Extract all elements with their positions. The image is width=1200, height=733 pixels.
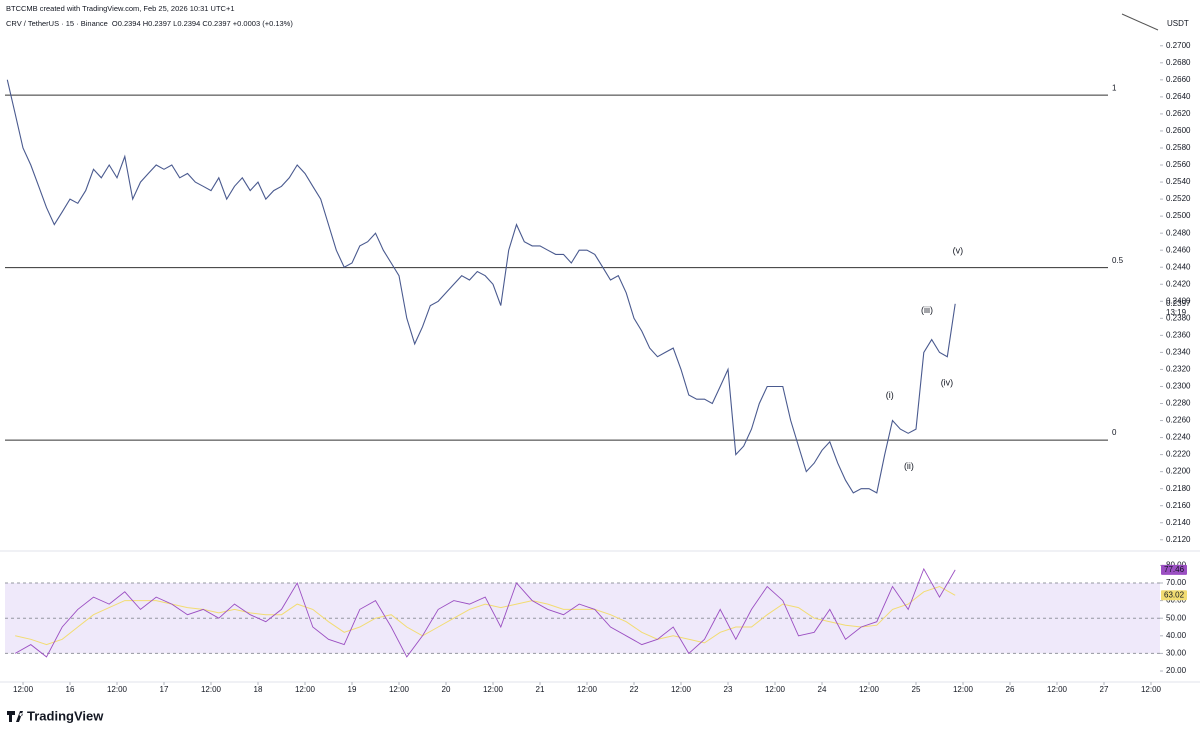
y-tick-label: 0.2340 [1166,348,1191,357]
x-tick-label: 19 [348,685,357,694]
y-tick-label: 0.2500 [1166,211,1191,220]
price-line [6,79,956,494]
last-value-label: 63.02 [1164,590,1185,599]
wave-label: (i) [886,390,894,400]
fib-label: 0.5 [1112,256,1124,265]
y-tick-label: 30.00 [1166,649,1187,658]
x-tick-label: 12:00 [953,685,974,694]
y-tick-label: 0.2660 [1166,75,1191,84]
drawing-line [1121,13,1159,31]
last-value-box [1161,564,1187,575]
y-tick-label: 0.2420 [1166,279,1191,288]
y-tick-label: 0.2580 [1166,143,1191,152]
y-unit: USDT [1167,19,1189,28]
x-tick-label: 12:00 [859,685,880,694]
y-tick-label: 0.2700 [1166,41,1191,50]
y-tick-label: 70.00 [1166,578,1187,587]
x-tick-label: 12:00 [1141,685,1162,694]
y-tick-label: 0.2620 [1166,109,1191,118]
x-tick-label: 12:00 [295,685,316,694]
chart-title: BTCCMB created with TradingView.com, Feb… [6,4,235,13]
x-tick-label: 25 [912,685,921,694]
y-tick-label: 0.2440 [1166,262,1191,271]
x-tick-label: 12:00 [201,685,222,694]
x-tick-label: 17 [160,685,169,694]
y-tick-label: 0.2260 [1166,416,1191,425]
fib-label: 1 [1112,83,1117,92]
y-tick-label: 0.2280 [1166,399,1191,408]
x-tick-label: 12:00 [13,685,34,694]
brand: TradingView [27,708,104,723]
y-tick-label: 0.2200 [1166,467,1191,476]
x-tick-label: 24 [818,685,827,694]
x-tick-label: 18 [254,685,263,694]
x-tick-label: 22 [630,685,639,694]
x-tick-label: 20 [442,685,451,694]
x-tick-label: 12:00 [483,685,504,694]
y-tick-label: 40.00 [1166,631,1187,640]
y-tick-label: 0.2600 [1166,126,1191,135]
rsi-line [14,567,956,658]
x-tick-label: 12:00 [107,685,128,694]
logo: TradingView [7,708,104,723]
x-tick-label: 12:00 [389,685,410,694]
y-tick-label: 0.2400 [1166,296,1191,305]
y-tick-label: 0.2180 [1166,484,1191,493]
y-tick-label: 0.2320 [1166,365,1191,374]
wave-label: (v) [953,245,964,255]
countdown-label: 13:19 [1166,308,1187,317]
x-tick-label: 26 [1006,685,1015,694]
x-tick-label: 12:00 [577,685,598,694]
y-tick-label: 0.2300 [1166,382,1191,391]
last-value-label: 77.46 [1164,565,1185,574]
y-tick-label: 0.2460 [1166,245,1191,254]
last-value-box [1161,590,1187,601]
wave-label: (iii) [921,305,933,315]
x-tick-label: 12:00 [1047,685,1068,694]
y-tick-label: 0.2360 [1166,330,1191,339]
fib-label: 0 [1112,428,1117,437]
y-tick-label: 0.2480 [1166,228,1191,237]
wave-label: (ii) [904,461,914,471]
y-tick-label: 20.00 [1166,666,1187,675]
x-tick-label: 12:00 [765,685,786,694]
y-tick-label: 0.2140 [1166,518,1191,527]
y-tick-label: 0.2240 [1166,433,1191,442]
last-price-label: 0.2397 [1166,299,1191,308]
ohlc-legend: O0.2394 H0.2397 L0.2394 C0.2397 +0.0003 … [112,19,293,28]
x-tick-label: 23 [724,685,733,694]
symbol: CRV / TetherUS · 15 · Binance [6,19,108,28]
logo-icon [7,711,23,722]
x-tick-label: 27 [1100,685,1109,694]
x-tick-label: 16 [66,685,75,694]
x-tick-label: 12:00 [671,685,692,694]
y-tick-label: 0.2120 [1166,535,1191,544]
y-tick-label: 0.2220 [1166,450,1191,459]
x-tick-label: 21 [536,685,545,694]
y-tick-label: 0.2640 [1166,92,1191,101]
y-tick-label: 0.2560 [1166,160,1191,169]
wave-label: (iv) [941,377,954,387]
y-tick-label: 0.2160 [1166,501,1191,510]
y-tick-label: 0.2540 [1166,177,1191,186]
y-tick-label: 0.2520 [1166,194,1191,203]
y-tick-label: 0.2380 [1166,313,1191,322]
y-tick-label: 50.00 [1166,613,1187,622]
y-tick-label: 0.2680 [1166,58,1191,67]
